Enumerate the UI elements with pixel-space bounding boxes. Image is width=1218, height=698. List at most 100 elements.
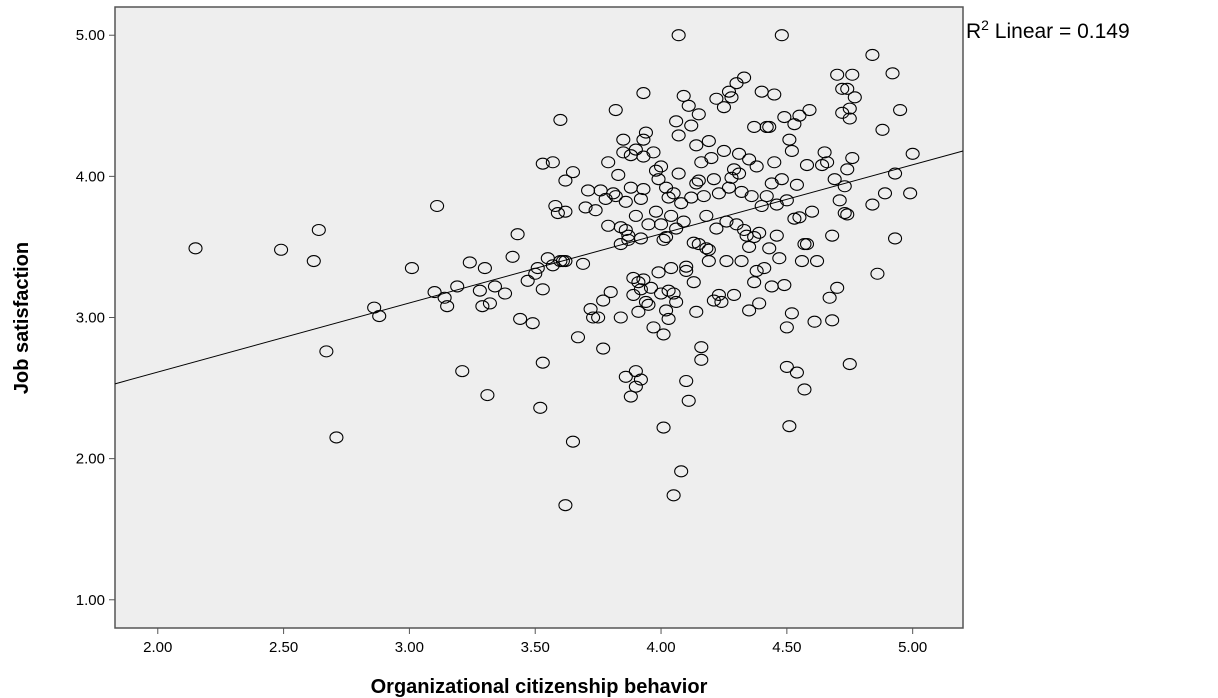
data-point	[752, 226, 767, 239]
data-point	[596, 342, 611, 355]
data-point	[804, 205, 820, 218]
x-tick-label: 4.50	[772, 639, 801, 656]
data-point	[661, 312, 676, 325]
data-point	[648, 164, 664, 177]
data-point	[681, 394, 696, 407]
data-point	[505, 250, 520, 263]
data-point	[636, 273, 651, 286]
data-point	[659, 304, 674, 317]
data-point	[664, 209, 679, 222]
data-point	[731, 167, 747, 180]
data-point	[669, 115, 684, 128]
data-point	[689, 139, 704, 152]
data-point	[674, 465, 689, 478]
data-point	[641, 298, 656, 311]
data-point	[633, 232, 648, 245]
data-point	[686, 276, 701, 289]
data-point	[591, 311, 606, 324]
data-point	[737, 223, 752, 237]
data-point	[427, 286, 442, 299]
x-tick-label: 2.00	[143, 639, 172, 656]
data-point	[724, 171, 739, 184]
data-point	[716, 144, 731, 158]
data-point	[877, 187, 893, 200]
data-point	[744, 190, 759, 203]
data-point	[726, 163, 742, 176]
r-squared-label-prefix: R	[966, 20, 981, 43]
data-point	[845, 68, 860, 81]
data-point	[789, 366, 804, 379]
data-point	[842, 358, 857, 371]
data-point	[721, 85, 737, 98]
y-axis-ticks: 1.00 2.00 3.00 4.00 5.00	[76, 27, 115, 609]
data-point	[893, 103, 908, 117]
data-point	[628, 143, 643, 156]
data-point	[782, 133, 797, 146]
data-point	[822, 291, 837, 304]
data-point	[777, 278, 792, 292]
data-point	[847, 91, 862, 104]
data-point	[618, 223, 633, 237]
data-point	[716, 101, 731, 114]
data-point	[586, 311, 601, 324]
data-point	[558, 174, 573, 187]
data-point	[535, 283, 550, 296]
data-point	[842, 102, 857, 115]
data-point	[757, 262, 772, 275]
data-point	[711, 187, 726, 200]
data-point	[694, 341, 709, 354]
data-point	[575, 257, 591, 270]
data-point	[666, 287, 681, 300]
data-point	[628, 209, 643, 222]
data-point	[462, 256, 477, 269]
data-point	[550, 207, 565, 220]
data-point	[799, 238, 815, 251]
data-point	[875, 123, 890, 136]
data-point	[674, 197, 689, 210]
data-point	[754, 199, 769, 213]
data-point	[616, 133, 631, 146]
data-point	[769, 229, 784, 242]
data-point	[837, 180, 852, 193]
data-point	[656, 328, 671, 341]
data-point	[553, 113, 568, 126]
data-point	[482, 297, 497, 310]
data-point	[643, 281, 659, 294]
data-point	[837, 207, 852, 220]
data-point	[455, 365, 470, 378]
data-point	[840, 208, 855, 221]
data-point	[372, 310, 387, 323]
data-point	[633, 192, 648, 205]
data-point	[528, 267, 543, 280]
data-point	[583, 302, 598, 316]
data-point	[319, 345, 334, 358]
data-point	[440, 300, 455, 313]
data-point	[719, 254, 734, 268]
data-point	[636, 133, 651, 146]
data-point	[691, 108, 706, 121]
data-point	[623, 390, 638, 403]
data-point	[188, 242, 203, 255]
data-point	[661, 191, 676, 204]
data-point	[404, 262, 419, 275]
data-point	[840, 163, 855, 176]
data-point	[510, 228, 525, 241]
data-point	[709, 222, 724, 235]
r-squared-label-suffix: Linear = 0.149	[989, 20, 1130, 43]
data-point	[311, 223, 326, 237]
data-point	[684, 119, 699, 132]
plot-area	[114, 6, 964, 629]
data-point	[601, 156, 616, 169]
data-point	[903, 187, 918, 200]
data-point	[747, 276, 762, 289]
data-point	[608, 190, 623, 203]
data-point	[759, 190, 774, 203]
data-point	[731, 147, 747, 160]
data-point	[636, 183, 651, 196]
data-point	[306, 254, 321, 268]
data-point	[842, 112, 857, 125]
data-point	[749, 160, 764, 173]
data-point	[767, 156, 782, 169]
data-point	[726, 288, 742, 301]
y-axis-title: Job satisfaction	[11, 242, 33, 394]
